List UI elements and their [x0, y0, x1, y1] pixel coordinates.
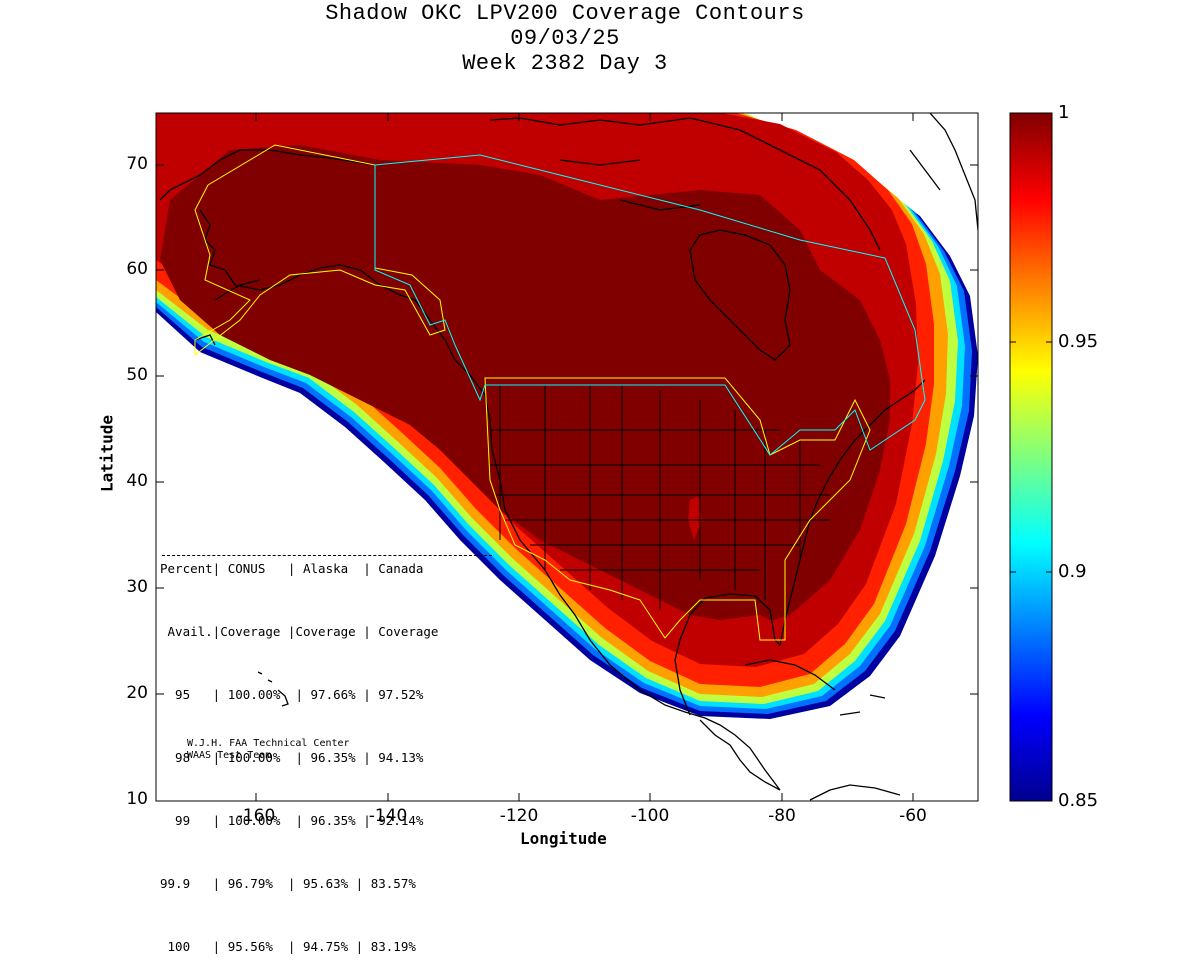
colorbar-tick-lines: [1010, 341, 1052, 573]
pacific-coast: [454, 359, 781, 791]
y-tick-50: 50: [126, 365, 148, 385]
y-ticks: [156, 164, 978, 695]
colorbar-label-085: 0.85: [1058, 790, 1099, 811]
contour-spot-red: [688, 496, 702, 540]
x-tick-neg80: -80: [768, 806, 796, 826]
stats-header-1: Percent| CONUS | Alaska | Canada: [160, 561, 424, 576]
x-tick-neg120: -120: [499, 806, 539, 826]
region-boundaries: [194, 144, 926, 641]
x-tick-neg60: -60: [899, 806, 927, 826]
coverage-contours: [156, 113, 978, 719]
chart-title: Shadow OKC LPV200 Coverage Contours: [325, 1, 805, 26]
plot-frame: [155, 112, 979, 802]
coverage-stats-table: Percent| CONUS | Alaska | Canada Avail.|…: [160, 516, 438, 978]
gulf-atlantic-coast: [674, 379, 926, 716]
cuba-caribbean: [744, 659, 886, 716]
central-america: [699, 719, 901, 801]
greenland-coast: [909, 113, 978, 231]
colorbar-label-095: 0.95: [1058, 331, 1099, 352]
y-tick-40: 40: [126, 471, 148, 491]
colorbar: [1009, 112, 1053, 802]
x-tick-neg140: -140: [368, 806, 408, 826]
x-tick-neg100: -100: [630, 806, 670, 826]
y-tick-30: 30: [126, 577, 148, 597]
coastlines: [159, 113, 978, 801]
y-axis-title: Latitude: [97, 414, 117, 493]
state-horizontal-lines: [490, 429, 830, 571]
alaska-boundary: [194, 144, 446, 357]
y-tick-20: 20: [126, 683, 148, 703]
credit-line-1: W.J.H. FAA Technical Center: [187, 738, 350, 749]
coverage-map: [155, 112, 1053, 802]
chart-date: 09/03/25: [510, 26, 620, 51]
stats-header-2: Avail.|Coverage |Coverage | Coverage: [160, 624, 439, 639]
colorbar-label-09: 0.9: [1058, 561, 1087, 582]
stats-row-98: 98 | 100.00% | 96.35% | 94.13%: [160, 750, 424, 765]
stats-row-100: 100 | 95.56% | 94.75% | 83.19%: [160, 939, 416, 954]
x-ticks: [255, 113, 914, 801]
state-vertical-lines: [499, 385, 801, 610]
chart-week: Week 2382 Day 3: [462, 51, 668, 76]
stats-row-95: 95 | 100.00% | 97.66% | 97.52%: [160, 687, 424, 702]
stats-row-999: 99.9 | 96.79% | 95.63% | 83.57%: [160, 876, 416, 891]
hawaii: [257, 671, 289, 707]
alaska-coast: [159, 149, 456, 361]
stats-divider: [162, 555, 492, 556]
us-state-lines: [490, 385, 830, 610]
y-tick-70: 70: [126, 154, 148, 174]
tick-marks: [156, 113, 978, 801]
hudson-bay: [689, 229, 791, 361]
x-axis-title: Longitude: [520, 829, 607, 848]
colorbar-label-1: 1: [1058, 102, 1070, 123]
colorbar-ticks: [1010, 341, 1052, 573]
canada-boundary: [374, 154, 926, 456]
x-tick-neg160: -160: [236, 806, 276, 826]
conus-boundary: [484, 377, 871, 641]
y-tick-10: 10: [126, 789, 148, 809]
credit-line-2: WAAS Test Team: [187, 750, 272, 761]
stats-row-99: 99 | 100.00% | 96.35% | 92.14%: [160, 813, 424, 828]
y-tick-60: 60: [126, 259, 148, 279]
